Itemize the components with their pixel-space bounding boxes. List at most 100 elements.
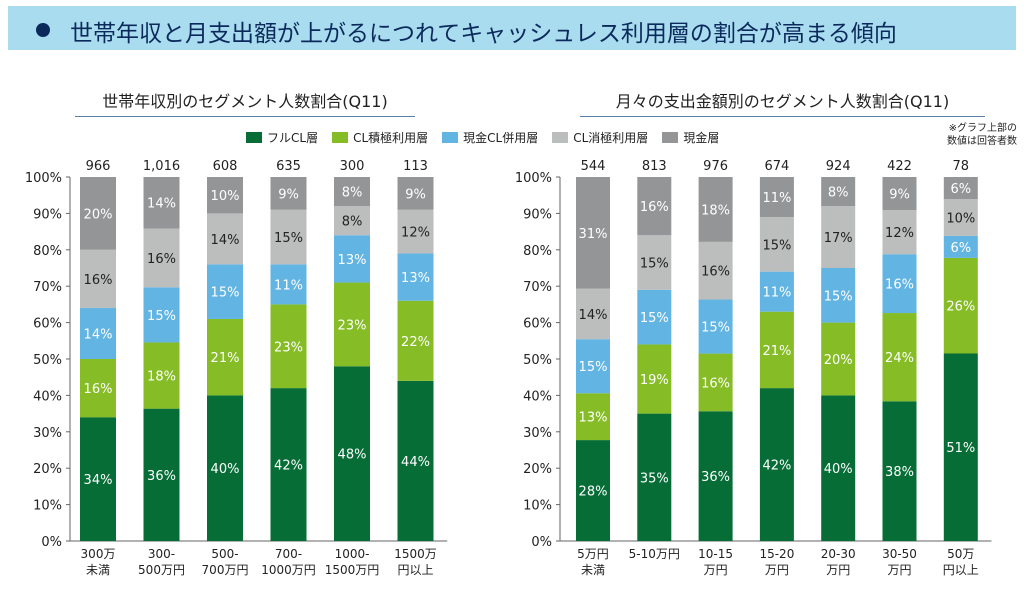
bar-segment — [143, 342, 180, 409]
bar-segment — [637, 289, 672, 345]
x-tick-label: 5万円 — [577, 547, 609, 561]
x-tick-label: 1500万円 — [325, 563, 380, 577]
bar-segment — [207, 395, 243, 541]
data-label: 19% — [640, 373, 669, 388]
y-tick-label: 80% — [523, 244, 552, 259]
bar-segment — [698, 411, 733, 541]
y-tick-label: 50% — [523, 353, 552, 368]
data-label: 15% — [701, 321, 730, 336]
data-label: 13% — [579, 411, 608, 426]
y-tick-label: 40% — [523, 389, 552, 404]
data-label: 15% — [640, 311, 669, 326]
x-tick-label: 未満 — [86, 563, 110, 577]
data-label: 6% — [950, 241, 971, 256]
data-label: 34% — [84, 473, 113, 488]
bar-segment — [759, 271, 794, 312]
bar-segment — [80, 359, 116, 418]
data-label: 51% — [946, 441, 975, 456]
legend-label: CL消極利用層 — [573, 131, 649, 145]
data-label: 12% — [885, 226, 914, 241]
data-label: 9% — [278, 187, 299, 202]
bar-segment — [334, 235, 370, 283]
bar-segment — [698, 353, 733, 412]
data-label: 6% — [950, 182, 971, 197]
data-label: 35% — [640, 471, 669, 486]
bar-segment — [882, 313, 917, 402]
bar-segment — [80, 417, 116, 541]
bar-segment — [80, 249, 116, 309]
bar-segment — [143, 228, 180, 288]
bar-segment — [882, 210, 917, 255]
bar-segment — [637, 177, 672, 236]
bar-segment — [397, 300, 434, 381]
data-label: 44% — [401, 455, 430, 470]
bar-segment — [759, 388, 794, 541]
bar-segment — [270, 304, 307, 389]
data-label: 20% — [84, 207, 113, 222]
respondent-count: 966 — [86, 159, 111, 174]
y-tick-label: 20% — [33, 462, 62, 477]
legend-label: CL積極利用層 — [353, 131, 429, 145]
data-label: 38% — [885, 465, 914, 480]
bar-segment — [576, 177, 610, 289]
bar-segment — [143, 408, 180, 541]
y-tick-label: 100% — [515, 171, 552, 186]
y-tick-label: 70% — [33, 280, 62, 295]
data-label: 9% — [405, 187, 426, 202]
bar-segment — [270, 264, 307, 305]
bar-segment — [821, 177, 856, 207]
data-label: 14% — [147, 197, 176, 212]
x-tick-label: 700- — [275, 547, 302, 561]
data-label: 42% — [274, 459, 303, 474]
data-label: 40% — [211, 462, 240, 477]
bar-segment — [80, 177, 116, 250]
data-label: 21% — [762, 344, 791, 359]
bar-segment — [207, 264, 243, 319]
data-label: 28% — [579, 485, 608, 500]
bar-segment — [143, 287, 180, 343]
bar-segment — [698, 241, 733, 300]
legend-swatch — [552, 132, 569, 143]
left-chart-title: 世帯年収別のセグメント人数割合(Q11) — [75, 88, 415, 117]
x-tick-label: 500- — [211, 547, 238, 561]
y-tick-label: 30% — [33, 426, 62, 441]
x-tick-label: 500万円 — [138, 563, 185, 577]
legend-swatch — [442, 132, 459, 143]
bar-segment — [334, 177, 370, 207]
bar-segment — [882, 401, 917, 541]
data-label: 20% — [824, 353, 853, 368]
bar-segment — [637, 235, 672, 290]
data-label: 26% — [946, 300, 975, 315]
legend-item: CL積極利用層 — [332, 129, 428, 146]
bar-segment — [759, 177, 794, 218]
bar-segment — [637, 413, 672, 541]
right-chart-title: 月々の支出金額別のセグメント人数割合(Q11) — [580, 88, 985, 117]
data-label: 23% — [274, 340, 303, 355]
data-label: 15% — [762, 238, 791, 253]
legend-swatch — [332, 132, 349, 143]
bar-segment — [207, 213, 243, 265]
x-tick-label: 50万 — [947, 547, 974, 561]
x-tick-label: 万円 — [704, 563, 728, 577]
legend-item: CL消極利用層 — [552, 129, 648, 146]
respondent-count: 924 — [826, 159, 851, 174]
bar-segment — [821, 322, 856, 396]
data-label: 8% — [342, 215, 363, 230]
x-tick-label: 円以上 — [943, 563, 979, 577]
respondent-count: 422 — [887, 159, 912, 174]
legend-item: フルCL層 — [246, 129, 318, 146]
bar-segment — [943, 177, 978, 200]
bar-segment — [270, 388, 307, 541]
bar-segment — [576, 288, 610, 340]
bar-segment — [397, 380, 434, 541]
respondent-count: 544 — [581, 159, 606, 174]
data-label: 8% — [342, 186, 363, 201]
bar-segment — [576, 393, 610, 441]
data-label: 18% — [701, 203, 730, 218]
respondent-count: 674 — [764, 159, 789, 174]
data-label: 14% — [211, 233, 240, 248]
y-tick-label: 10% — [33, 499, 62, 514]
data-label: 16% — [701, 376, 730, 391]
legend-item: 現金CL併用層 — [442, 129, 538, 146]
